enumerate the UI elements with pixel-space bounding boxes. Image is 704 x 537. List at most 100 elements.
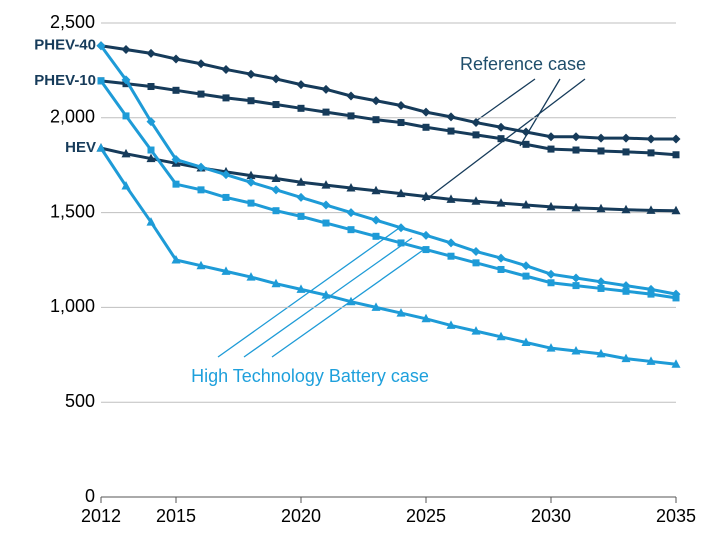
marker [122,112,130,120]
marker [446,194,456,203]
marker [121,45,131,55]
x-tick-label: 2030 [531,506,571,526]
marker [522,272,530,280]
marker [197,90,205,98]
marker [296,192,306,202]
marker [472,259,480,267]
marker [421,107,431,117]
marker [571,202,581,212]
series-line [99,44,677,296]
marker [221,64,231,74]
marker [222,94,230,102]
marker [572,282,580,290]
marker [297,104,305,112]
marker [222,193,230,201]
marker [597,147,605,155]
marker [496,122,506,132]
marker [246,177,256,187]
marker [346,91,356,101]
marker [97,77,105,85]
marker [521,200,531,209]
x-tick-label: 2015 [156,506,196,526]
marker [472,131,480,139]
series-line [99,147,677,366]
marker [621,353,631,363]
marker [371,215,381,225]
marker [96,143,106,152]
marker [246,170,256,180]
marker [396,188,406,198]
marker [396,308,406,317]
marker [121,148,131,158]
marker [371,302,381,311]
y-tick-label: 0 [85,486,95,506]
marker [321,200,331,210]
marker [397,239,405,247]
marker [296,80,306,90]
marker [121,75,131,85]
marker [546,201,556,211]
marker [621,133,631,143]
marker [322,108,330,116]
marker [471,196,481,205]
marker [371,96,381,106]
annotation: High Technology Battery case [191,366,429,386]
marker [196,260,206,270]
series-line [99,79,677,300]
marker [596,277,606,287]
y-tick-label: 1,500 [50,201,95,221]
marker [296,177,306,186]
marker [146,48,156,58]
marker [471,326,481,335]
y-tick-label: 2,500 [50,12,95,32]
marker [422,123,430,131]
marker [622,287,630,295]
marker [647,290,655,298]
marker [172,86,180,94]
marker [347,226,355,234]
marker [347,112,355,120]
marker [146,217,156,226]
marker [421,230,431,240]
marker [196,59,206,69]
marker [371,185,381,195]
marker [522,140,530,148]
marker [271,278,281,288]
marker [296,284,306,293]
marker [422,246,430,254]
marker [471,246,481,256]
marker [372,232,380,240]
marker [297,212,305,220]
marker [672,294,680,302]
marker [346,208,356,218]
leader-line [475,78,536,122]
marker [172,180,180,188]
marker [447,127,455,135]
marker [672,151,680,159]
x-tick-label: 2020 [281,506,321,526]
marker [221,170,231,180]
marker [346,182,356,192]
series-label: PHEV-40 [34,37,96,54]
x-tick-label: 2012 [81,506,121,526]
marker [421,191,431,200]
y-tick-label: 1,000 [50,296,95,316]
marker [271,173,281,182]
marker [197,186,205,194]
marker [446,112,456,122]
marker [621,204,631,214]
marker [396,100,406,110]
marker [671,205,681,215]
marker [246,69,256,79]
x-tick-label: 2025 [406,506,446,526]
marker [147,146,155,154]
marker [546,132,556,142]
marker [272,207,280,215]
marker [497,135,505,143]
marker [147,83,155,91]
marker [146,153,156,163]
marker [596,203,606,213]
marker [521,127,531,137]
marker [321,180,331,189]
marker [496,198,506,207]
